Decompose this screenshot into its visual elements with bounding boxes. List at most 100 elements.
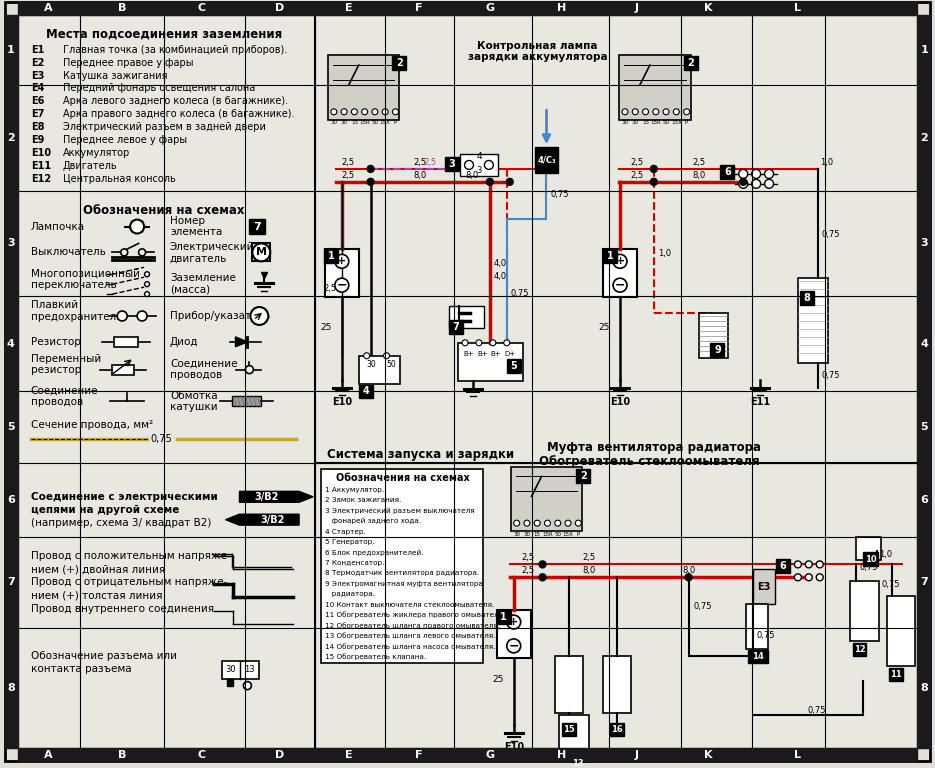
Bar [226, 679, 233, 686]
Circle shape [539, 574, 546, 581]
Bar [5, 15, 18, 748]
Text: Переднее правое у фары: Переднее правое у фары [63, 58, 194, 68]
Bar [887, 596, 915, 666]
Bar [776, 559, 790, 574]
Bar [18, 15, 315, 748]
Text: 9 Электромагнитная муфта вентилятора: 9 Электромагнитная муфта вентилятора [325, 581, 482, 587]
Circle shape [739, 180, 748, 188]
Text: B: B [118, 750, 126, 760]
Text: 1: 1 [327, 251, 334, 261]
Bar [754, 569, 775, 604]
Text: Передний фонарь освещения салона: Передний фонарь освещения салона [63, 84, 255, 94]
Circle shape [341, 109, 347, 114]
Text: 4 Стартер.: 4 Стартер. [325, 528, 366, 535]
Bar [511, 466, 583, 531]
Text: 2,5: 2,5 [341, 158, 354, 167]
Circle shape [138, 249, 146, 256]
Text: 1: 1 [920, 45, 928, 55]
Text: 2: 2 [687, 58, 694, 68]
Text: −: − [509, 640, 519, 652]
Circle shape [252, 243, 270, 261]
Circle shape [752, 180, 761, 188]
Text: 0,75: 0,75 [822, 230, 841, 239]
Text: 5: 5 [7, 422, 15, 432]
Text: +: + [338, 257, 347, 266]
Bar [18, 2, 917, 15]
Text: E4: E4 [31, 84, 44, 94]
Bar [460, 154, 497, 176]
Circle shape [352, 109, 357, 114]
Text: 1,0: 1,0 [658, 249, 671, 258]
Bar [746, 604, 768, 649]
FancyArrow shape [239, 492, 313, 502]
Text: 30: 30 [367, 360, 377, 369]
Text: E12: E12 [31, 174, 50, 184]
Bar [610, 723, 624, 737]
Text: E10: E10 [332, 397, 352, 407]
Bar [315, 15, 632, 463]
Bar [114, 337, 138, 347]
Text: 0,75: 0,75 [511, 289, 529, 298]
Bar [856, 537, 882, 561]
Text: E10: E10 [31, 148, 50, 158]
Circle shape [513, 520, 520, 526]
Text: E: E [345, 3, 352, 13]
Text: B+: B+ [491, 351, 501, 356]
Text: Обозначение разъема или: Обозначение разъема или [31, 650, 177, 660]
Text: Выключатель: Выключатель [31, 247, 106, 257]
Circle shape [554, 520, 561, 526]
Text: A: A [44, 750, 53, 760]
Circle shape [539, 561, 546, 568]
Circle shape [243, 682, 252, 690]
Text: 15 Обогреватель клапана.: 15 Обогреватель клапана. [325, 654, 426, 660]
Text: Главная точка (за комбинацией приборов).: Главная точка (за комбинацией приборов). [63, 45, 287, 55]
Bar [359, 356, 400, 383]
Text: цепями на другой схеме: цепями на другой схеме [31, 505, 180, 515]
Text: 3: 3 [476, 167, 482, 175]
Circle shape [805, 561, 813, 568]
Bar [18, 748, 917, 761]
Text: Лампочка: Лампочка [31, 221, 85, 231]
Circle shape [362, 109, 367, 114]
Text: 15: 15 [534, 531, 540, 537]
Bar [555, 656, 583, 713]
Bar [603, 250, 617, 263]
Bar [603, 656, 631, 713]
Text: Провод с положительным напряже-: Провод с положительным напряже- [31, 551, 230, 561]
Circle shape [465, 161, 473, 170]
Text: 1,0: 1,0 [879, 550, 893, 559]
Text: 30: 30 [632, 121, 639, 125]
Text: 3: 3 [7, 238, 15, 248]
Circle shape [476, 339, 482, 346]
Text: −: − [615, 279, 626, 292]
Text: E10: E10 [504, 742, 524, 752]
Text: 2: 2 [580, 471, 586, 481]
Text: Обмотка
катушки: Обмотка катушки [170, 391, 218, 412]
Text: C: C [197, 3, 206, 13]
Circle shape [795, 574, 801, 581]
Text: 4,0: 4,0 [494, 272, 507, 281]
Circle shape [484, 161, 494, 170]
Text: D+: D+ [505, 351, 516, 356]
Text: 8,0: 8,0 [692, 171, 705, 180]
Circle shape [651, 178, 657, 185]
Text: 12: 12 [854, 645, 866, 654]
Bar [393, 55, 407, 70]
Text: 4: 4 [7, 339, 15, 349]
Text: Диод: Диод [170, 337, 198, 347]
Text: 0,75: 0,75 [694, 601, 712, 611]
Text: 14: 14 [753, 652, 764, 660]
Text: 3 Электрический разъем выключателя: 3 Электрический разъем выключателя [325, 508, 475, 514]
Circle shape [524, 520, 530, 526]
Text: G: G [485, 3, 495, 13]
Text: 6: 6 [724, 167, 731, 177]
Bar [683, 55, 698, 70]
Text: 0,75: 0,75 [822, 371, 841, 380]
Text: Соединение с электрическими: Соединение с электрическими [31, 492, 218, 502]
Bar [619, 55, 691, 120]
Bar [798, 278, 827, 362]
Text: 2,5: 2,5 [630, 171, 643, 180]
Text: 10: 10 [865, 555, 877, 564]
Text: Соединение
проводов: Соединение проводов [31, 386, 98, 407]
Text: B+: B+ [477, 351, 487, 356]
